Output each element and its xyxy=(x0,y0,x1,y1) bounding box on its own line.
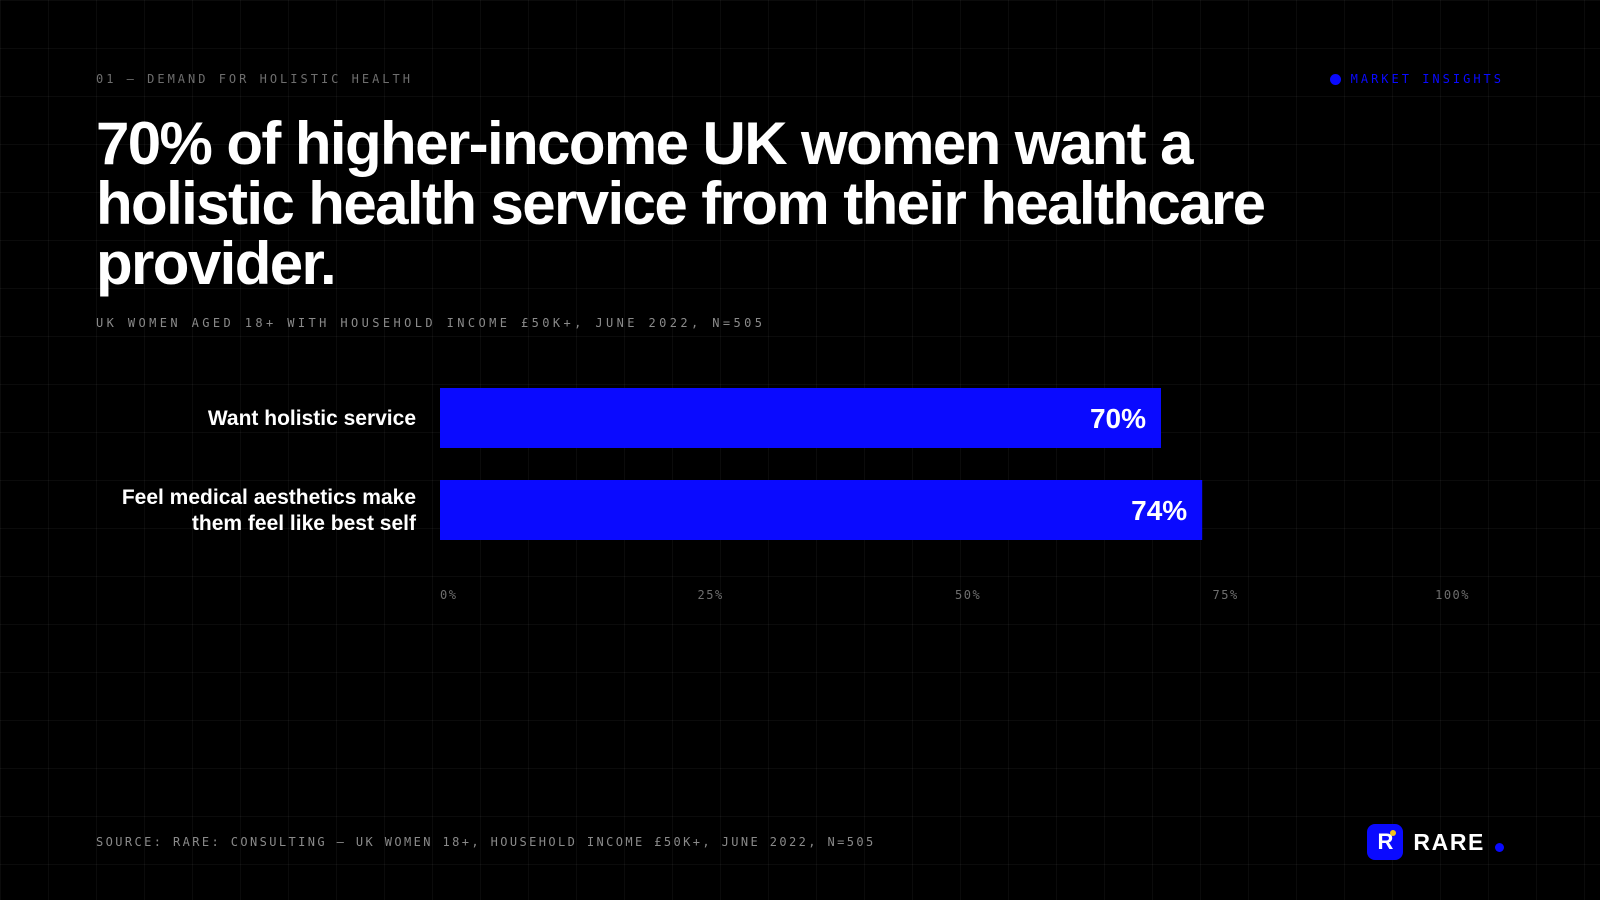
section-eyebrow: 01 — DEMAND FOR HOLISTIC HEALTH xyxy=(96,72,413,86)
bar-value-label: 74% xyxy=(1131,495,1187,526)
section-tag: MARKET INSIGHTS xyxy=(1329,72,1504,86)
logo-spark-icon xyxy=(1390,830,1397,836)
logo-wordmark: RARE xyxy=(1413,828,1485,855)
x-tick-label: 0% xyxy=(440,588,457,602)
x-tick-label: 100% xyxy=(1435,588,1470,602)
chart-subtitle: UK WOMEN AGED 18+ WITH HOUSEHOLD INCOME … xyxy=(96,316,766,330)
x-tick-label: 50% xyxy=(955,588,981,602)
chart-bar xyxy=(440,480,1203,540)
logo-dot-icon xyxy=(1495,842,1504,852)
section-tag-dot-icon xyxy=(1329,73,1341,85)
section-tag-label: MARKET INSIGHTS xyxy=(1350,72,1504,86)
logo-mark-letter: R xyxy=(1377,829,1394,854)
bar-value-label: 70% xyxy=(1090,403,1146,434)
chart-bar xyxy=(440,388,1161,448)
logo-mark-icon: R xyxy=(1367,824,1404,860)
brand-logo: R RARE xyxy=(1367,824,1504,860)
x-tick-label: 75% xyxy=(1213,588,1239,602)
page-title: 70% of higher-income UK women want a hol… xyxy=(96,110,1266,297)
x-tick-label: 25% xyxy=(698,588,724,602)
source-note: SOURCE: RARE: CONSULTING — UK WOMEN 18+,… xyxy=(96,835,876,849)
category-label: Want holistic service xyxy=(208,407,416,430)
category-label: Feel medical aesthetics make them feel li… xyxy=(122,486,417,535)
